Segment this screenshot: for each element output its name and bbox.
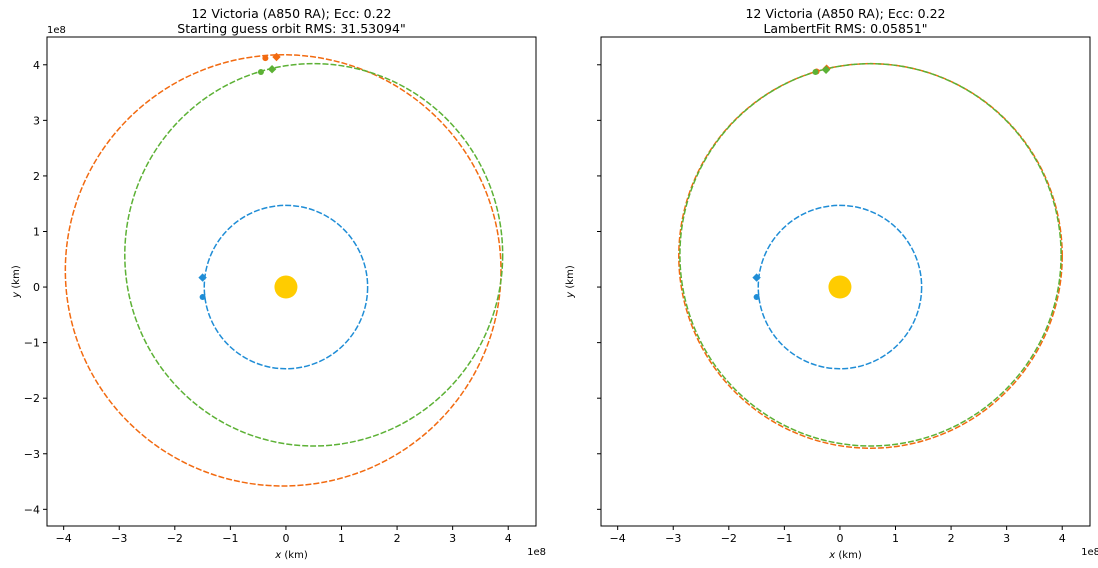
- x-tick-label: −4: [56, 532, 72, 545]
- plot-frame: [46, 36, 537, 527]
- x-tick-label: −2: [167, 532, 183, 545]
- x-tick-label: 0: [282, 532, 289, 545]
- position-marker-fit: [267, 65, 277, 74]
- x-tick-label: −4: [610, 532, 626, 545]
- chart-panel-2: 12 Victoria (A850 RA); Ecc: 0.22LambertF…: [565, 6, 1098, 561]
- chart-title: 12 Victoria (A850 RA); Ecc: 0.22: [745, 6, 945, 21]
- y-tick-label: −4: [24, 503, 40, 516]
- x-tick-label: −3: [111, 532, 127, 545]
- orbit-earth: [203, 204, 369, 370]
- y-tick-label: −1: [24, 337, 40, 350]
- x-tick-label: 0: [836, 532, 843, 545]
- position-marker-fit: [257, 69, 264, 76]
- x-tick-label: −1: [222, 532, 238, 545]
- y-tick-label: 0: [33, 281, 40, 294]
- x-tick-label: 3: [1003, 532, 1010, 545]
- position-marker-fit: [821, 65, 831, 74]
- x-tick-label: −1: [776, 532, 792, 545]
- y-tick-label: 2: [33, 170, 40, 183]
- x-tick-label: 1: [338, 532, 345, 545]
- x-tick-label: −2: [721, 532, 737, 545]
- x-offset-label: 1e8: [1081, 547, 1098, 558]
- x-tick-label: 2: [948, 532, 955, 545]
- position-marker-fit: [812, 69, 819, 76]
- orbit-observed: [64, 54, 502, 487]
- y-tick-label: 1: [33, 225, 40, 238]
- x-tick-label: 4: [1059, 532, 1066, 545]
- position-marker-earth: [198, 273, 207, 282]
- x-tick-label: −3: [665, 532, 681, 545]
- x-offset-label: 1e8: [527, 547, 546, 558]
- orbit-earth: [757, 204, 923, 370]
- y-tick-label: 4: [33, 59, 40, 72]
- plot-frame: [600, 36, 1091, 527]
- x-axis-label: x (km): [274, 550, 308, 561]
- x-axis-label: x (km): [828, 550, 862, 561]
- position-marker-observed: [272, 52, 281, 62]
- position-marker-earth: [752, 273, 761, 282]
- chart-subtitle: Starting guess orbit RMS: 31.53094": [177, 21, 405, 36]
- y-offset-label: 1e8: [47, 25, 66, 36]
- position-marker-earth: [753, 294, 760, 301]
- y-axis-label: y (km): [11, 265, 22, 299]
- position-marker-observed: [262, 55, 269, 62]
- x-tick-label: 3: [449, 532, 456, 545]
- position-marker-earth: [199, 294, 206, 301]
- sun-marker: [828, 275, 852, 299]
- y-tick-label: −2: [24, 392, 40, 405]
- sun-marker: [274, 275, 298, 299]
- chart-panel-1: 12 Victoria (A850 RA); Ecc: 0.22Starting…: [11, 6, 546, 561]
- y-axis-label: y (km): [565, 265, 576, 299]
- chart-title: 12 Victoria (A850 RA); Ecc: 0.22: [191, 6, 391, 21]
- x-tick-label: 2: [394, 532, 401, 545]
- y-tick-label: −3: [24, 448, 40, 461]
- x-tick-label: 1: [892, 532, 899, 545]
- y-tick-label: 3: [33, 114, 40, 127]
- orbit-fit: [679, 62, 1062, 447]
- chart-subtitle: LambertFit RMS: 0.05851": [763, 21, 927, 36]
- orbit-fit: [124, 62, 504, 447]
- x-tick-label: 4: [505, 532, 512, 545]
